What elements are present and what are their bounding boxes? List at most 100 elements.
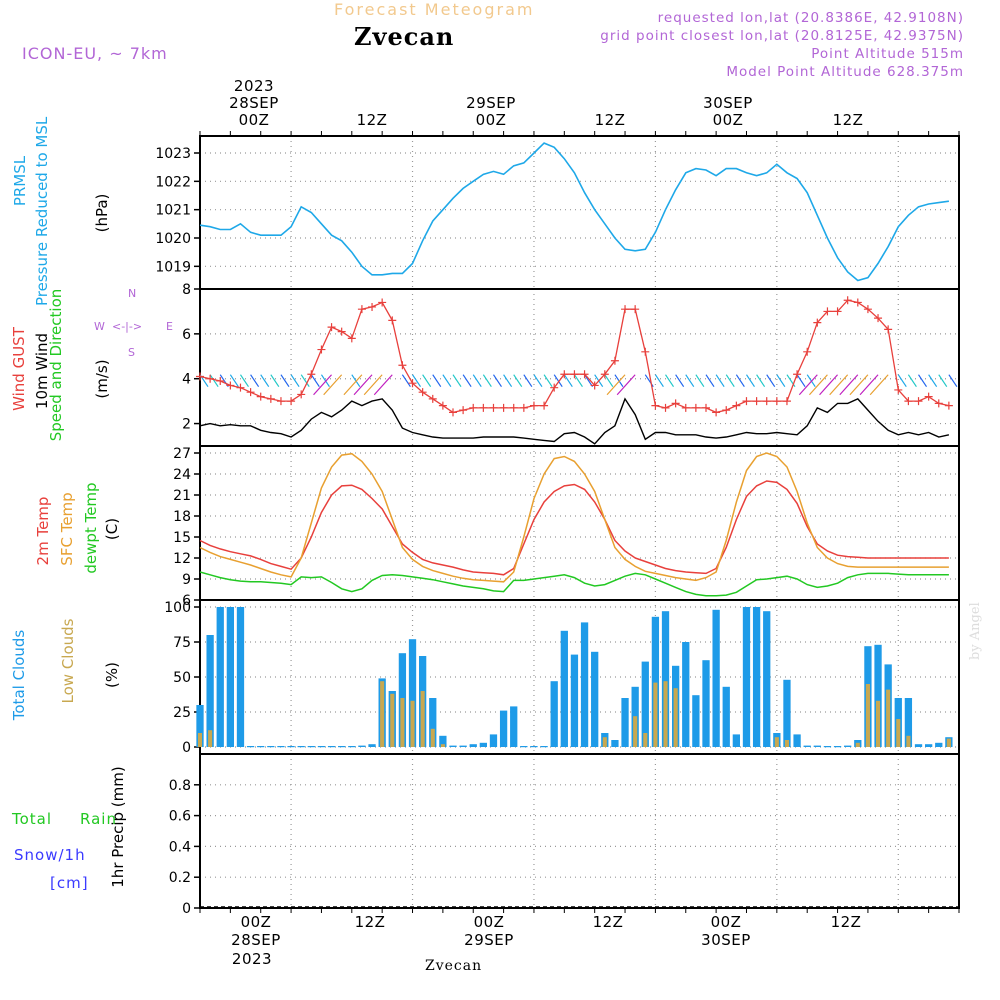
- total-clouds-bar: [570, 654, 579, 747]
- gust-point: [651, 401, 660, 410]
- wind-direction-arrow: [735, 374, 745, 388]
- total-clouds-bar: [338, 746, 346, 748]
- total-clouds-bar: [236, 607, 245, 747]
- wind-direction-arrow: [310, 374, 320, 388]
- gust-point: [681, 403, 690, 412]
- bottom-axis-hour-1: 00Z: [240, 913, 272, 931]
- wind-direction-arrow: [543, 374, 553, 388]
- wind-direction-arrow: [270, 374, 280, 388]
- wind-direction-arrow: [705, 374, 715, 388]
- y-tick-label: 8: [182, 282, 191, 298]
- dewpt-series-line: [199, 571, 949, 597]
- chart-subtitle: Forecast Meteogram: [334, 0, 535, 19]
- low-clouds-bar: [602, 737, 607, 747]
- gust-point: [661, 403, 670, 412]
- wind10m-series-line: [199, 397, 950, 445]
- gust-point: [297, 390, 306, 399]
- total-clouds-bar: [510, 706, 518, 747]
- requested-location: requested lon,lat (20.8386E, 42.9108N): [657, 10, 964, 26]
- wind-direction-arrow: [665, 374, 675, 388]
- wind-direction-arrow: [523, 374, 533, 388]
- wind-direction-arrow: [209, 374, 219, 388]
- wind-direction-arrow: [300, 374, 310, 388]
- bottom-axis-hour-2: 12Z: [354, 913, 386, 931]
- gust-point: [347, 334, 356, 343]
- wind-direction-arrow: [452, 374, 462, 388]
- wind-direction-arrow: [938, 374, 948, 388]
- wind-direction-arrow: [503, 374, 513, 388]
- gust-point: [712, 408, 721, 417]
- panel-frame: [199, 753, 960, 909]
- y-tick-label: 100: [164, 600, 191, 616]
- gust-point: [691, 403, 700, 412]
- bottom-axis-year: 2023: [231, 950, 273, 968]
- low-clouds-bar: [400, 698, 405, 747]
- wind-direction-arrow: [859, 374, 879, 396]
- total-clouds-bar: [742, 607, 751, 747]
- gust-point: [236, 383, 245, 392]
- bottom-axis-date-3: 29SEP: [464, 931, 514, 949]
- wind-direction-arrow: [290, 374, 300, 388]
- y-tick-label: 9: [182, 572, 191, 588]
- gust-point: [438, 401, 447, 410]
- total-clouds-bar: [661, 611, 670, 747]
- top-axis-date-3: 29SEP: [466, 94, 516, 112]
- total-clouds-bar: [752, 607, 761, 747]
- gust-point: [843, 296, 852, 305]
- gust-point: [631, 305, 640, 314]
- prmsl-series-line: [199, 142, 950, 282]
- y-tick-label: 75: [173, 635, 191, 651]
- wind-direction-arrow: [412, 374, 422, 388]
- gust-point: [904, 397, 913, 406]
- gust-point: [702, 403, 710, 412]
- compass-arrow: <-|->: [112, 320, 143, 333]
- low-clouds-bar: [430, 728, 435, 747]
- low-clouds-bar: [633, 716, 638, 747]
- gust-point: [509, 403, 518, 412]
- total-clouds-bar: [722, 686, 730, 747]
- gust-point: [894, 385, 903, 394]
- low-clouds-bar: [420, 691, 425, 747]
- total-clouds-bar: [206, 635, 214, 747]
- total-clouds-bar: [348, 746, 356, 748]
- top-axis-hour-6: 12Z: [832, 111, 864, 129]
- total-clouds-bar: [540, 746, 548, 748]
- y-tick-label: 0.8: [169, 778, 191, 794]
- total-clouds-bar: [368, 744, 376, 747]
- wind-direction-arrow: [849, 374, 869, 396]
- total-clouds-bar: [712, 609, 720, 747]
- y-tick-label: 25: [173, 705, 191, 721]
- total-clouds-bar: [327, 746, 336, 748]
- wind-direction-arrow: [907, 374, 917, 388]
- gust-point: [206, 374, 215, 383]
- total-clouds-bar: [429, 698, 437, 747]
- low-clouds-bar: [663, 681, 668, 747]
- low-clouds-bar: [946, 738, 951, 747]
- wind-direction-arrow: [796, 374, 806, 388]
- gust-point: [600, 370, 609, 379]
- total-clouds-bar: [499, 710, 508, 747]
- gust-point: [752, 397, 761, 406]
- wind-direction-arrow: [606, 374, 626, 396]
- wind-direction-arrow: [745, 374, 755, 388]
- precip-total-label: Total: [12, 810, 53, 828]
- wind-direction-arrow: [563, 374, 573, 388]
- bottom-axis-date-1: 28SEP: [231, 931, 281, 949]
- gust-point: [357, 305, 366, 314]
- total-clouds-bar: [530, 746, 538, 748]
- wind-direction-arrow: [492, 374, 502, 388]
- low-clouds-bar: [380, 681, 385, 747]
- low-clouds-bar: [906, 735, 911, 747]
- total-clouds-bar: [520, 746, 528, 748]
- total-clouds-bar: [449, 745, 457, 747]
- precip-rain-label: Rain: [80, 810, 117, 828]
- wind-direction-arrow: [353, 374, 373, 396]
- gust-point: [813, 318, 822, 327]
- y-tick-label: 18: [173, 509, 191, 525]
- total-clouds-bar: [682, 642, 690, 747]
- low-clouds-bar: [886, 689, 891, 747]
- wind-direction-arrow: [239, 374, 249, 388]
- gust-point: [722, 406, 731, 415]
- wind-direction-arrow: [604, 374, 614, 388]
